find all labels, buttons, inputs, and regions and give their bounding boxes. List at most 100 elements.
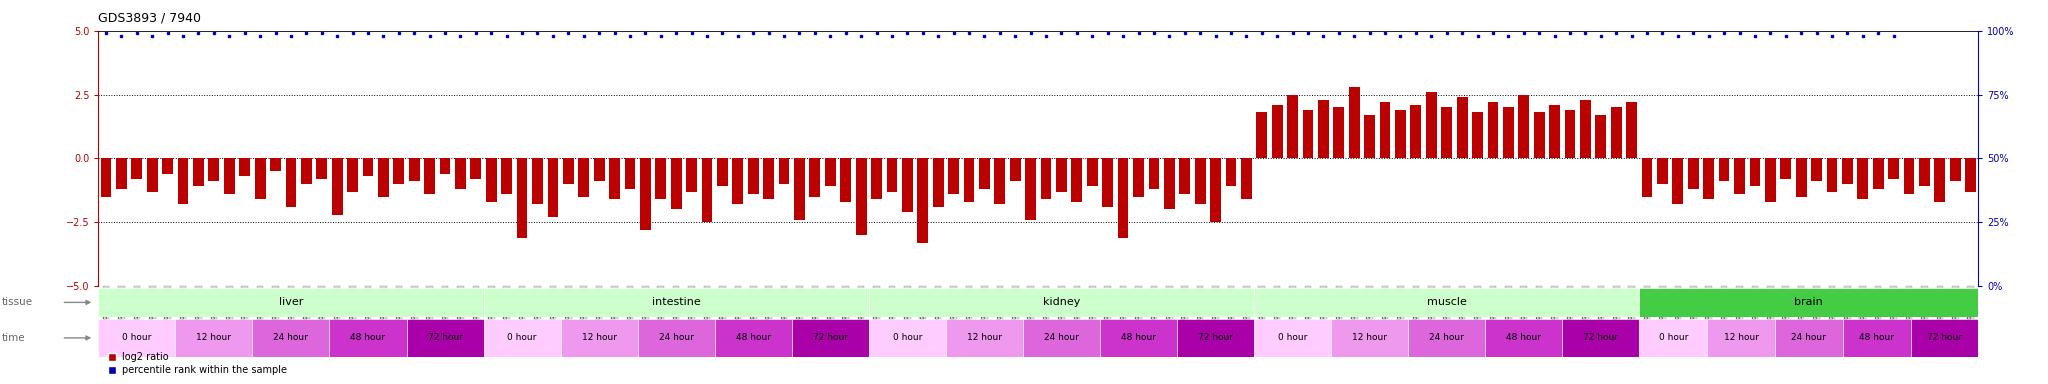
Text: 0 hour: 0 hour	[508, 333, 537, 343]
Legend: log2 ratio, percentile rank within the sample: log2 ratio, percentile rank within the s…	[102, 348, 291, 379]
Text: 12 hour: 12 hour	[197, 333, 231, 343]
Bar	[1133, 158, 1145, 197]
Bar	[778, 158, 788, 184]
Text: 24 hour: 24 hour	[1044, 333, 1079, 343]
Bar	[117, 158, 127, 189]
Bar	[1087, 158, 1098, 187]
Bar	[1673, 158, 1683, 204]
Bar	[1350, 87, 1360, 158]
Bar	[1395, 110, 1405, 158]
Bar	[1210, 158, 1221, 222]
Bar	[1272, 105, 1282, 158]
Text: 72 hour: 72 hour	[428, 333, 463, 343]
Bar	[1253, 319, 1331, 357]
Text: 12 hour: 12 hour	[967, 333, 1001, 343]
Text: 72 hour: 72 hour	[1583, 333, 1618, 343]
Bar	[1442, 107, 1452, 158]
Bar	[1411, 105, 1421, 158]
Bar	[1626, 102, 1636, 158]
Bar	[100, 158, 111, 197]
Text: 72 hour: 72 hour	[1927, 333, 1962, 343]
Bar	[1473, 113, 1483, 158]
Bar	[979, 158, 989, 189]
Text: 48 hour: 48 hour	[1505, 333, 1542, 343]
Bar	[176, 319, 252, 357]
Bar	[1178, 319, 1253, 357]
Text: 12 hour: 12 hour	[1724, 333, 1759, 343]
Text: 0 hour: 0 hour	[893, 333, 922, 343]
Text: 48 hour: 48 hour	[735, 333, 770, 343]
Bar	[1827, 158, 1837, 192]
Bar	[502, 158, 512, 194]
Bar	[1380, 102, 1391, 158]
Bar	[1796, 158, 1806, 197]
Bar	[162, 158, 172, 174]
Bar	[1843, 319, 1911, 357]
Bar	[932, 158, 944, 207]
Text: 12 hour: 12 hour	[582, 333, 616, 343]
Bar	[1026, 158, 1036, 220]
Bar	[1057, 158, 1067, 192]
Bar	[332, 158, 342, 215]
Bar	[594, 158, 604, 181]
Bar	[809, 158, 821, 197]
Bar	[471, 158, 481, 179]
Bar	[1911, 319, 1978, 357]
Bar	[1100, 319, 1178, 357]
Bar	[1040, 158, 1051, 199]
Bar	[1456, 97, 1468, 158]
Text: 72 hour: 72 hour	[1198, 333, 1233, 343]
Bar	[1776, 319, 1843, 357]
Bar	[1485, 319, 1563, 357]
Bar	[1563, 319, 1638, 357]
Bar	[209, 158, 219, 181]
Bar	[1966, 158, 1976, 192]
Bar	[840, 158, 852, 202]
Bar	[147, 158, 158, 192]
Bar	[1841, 158, 1853, 184]
Bar	[717, 158, 727, 187]
Bar	[563, 158, 573, 184]
Text: 0 hour: 0 hour	[123, 333, 152, 343]
Bar	[733, 158, 743, 204]
Bar	[870, 158, 883, 199]
Text: brain: brain	[1794, 297, 1823, 308]
Bar	[946, 319, 1022, 357]
Bar	[1487, 102, 1499, 158]
Bar	[98, 288, 483, 317]
Bar	[1718, 158, 1729, 181]
Bar	[410, 158, 420, 181]
Text: 12 hour: 12 hour	[1352, 333, 1386, 343]
Bar	[379, 158, 389, 197]
Bar	[1149, 158, 1159, 189]
Bar	[868, 288, 1253, 317]
Bar	[639, 158, 651, 230]
Bar	[1935, 158, 1946, 202]
Text: time: time	[2, 333, 27, 343]
Text: GDS3893 / 7940: GDS3893 / 7940	[98, 12, 201, 25]
Text: kidney: kidney	[1042, 297, 1079, 308]
Bar	[1810, 158, 1823, 181]
Bar	[637, 319, 715, 357]
Bar	[625, 158, 635, 189]
Bar	[901, 158, 913, 212]
Bar	[578, 158, 590, 197]
Bar	[330, 319, 406, 357]
Bar	[1118, 158, 1128, 238]
Bar	[702, 158, 713, 222]
Bar	[1503, 107, 1513, 158]
Text: liver: liver	[279, 297, 303, 308]
Bar	[406, 319, 483, 357]
Bar	[1638, 288, 1978, 317]
Bar	[1331, 319, 1409, 357]
Bar	[1303, 110, 1313, 158]
Text: 48 hour: 48 hour	[350, 333, 385, 343]
Bar	[1708, 319, 1776, 357]
Bar	[561, 319, 637, 357]
Bar	[240, 158, 250, 176]
Bar	[301, 158, 311, 184]
Bar	[193, 158, 205, 187]
Bar	[547, 158, 559, 217]
Bar	[655, 158, 666, 199]
Bar	[748, 158, 758, 194]
